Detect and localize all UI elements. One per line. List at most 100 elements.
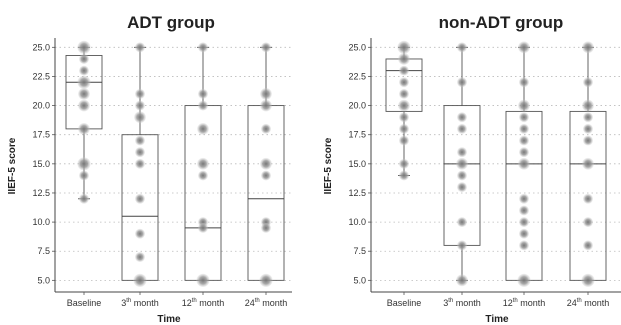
data-point	[77, 40, 91, 54]
data-point	[582, 99, 594, 112]
plot-area: 5.0 7.5 10.0 12.5 15.0 17.5 20.0 22.5 25.0 Baseli…	[348, 38, 621, 308]
data-point	[399, 77, 409, 88]
data-point	[399, 65, 409, 76]
data-point	[519, 217, 529, 228]
data-point	[583, 217, 593, 228]
x-axis-label: Time	[485, 314, 509, 325]
data-point	[519, 135, 529, 146]
data-point	[518, 99, 530, 112]
data-point	[457, 147, 467, 158]
data-point	[518, 157, 530, 170]
y-tick-label: 5.0	[353, 275, 366, 285]
data-point	[398, 99, 410, 112]
data-point	[198, 170, 208, 181]
data-point	[457, 217, 467, 228]
data-point	[78, 122, 90, 135]
data-point	[135, 193, 145, 204]
data-point	[519, 123, 529, 134]
y-tick-label: 15.0	[32, 159, 50, 169]
data-point	[135, 88, 145, 99]
y-axis-label: IIEF-5 score	[323, 137, 334, 194]
data-point	[135, 135, 145, 146]
data-point	[79, 170, 89, 181]
data-point	[197, 122, 209, 135]
panel-adt: ADT group IIEF-5 score Time 5.0 7.5 10.0 12…	[7, 13, 292, 325]
data-point	[79, 53, 89, 64]
x-tick-label: 3th month	[443, 298, 481, 308]
y-tick-label: 5.0	[37, 275, 50, 285]
data-point	[260, 157, 272, 170]
y-tick-label: 12.5	[348, 188, 366, 198]
data-point	[457, 77, 467, 88]
data-point	[583, 240, 593, 251]
data-point	[519, 228, 529, 239]
data-point	[198, 88, 208, 99]
data-point	[198, 222, 208, 233]
chart-title: non-ADT group	[439, 13, 564, 32]
data-point	[198, 100, 208, 111]
data-point	[581, 273, 595, 287]
data-point	[196, 273, 210, 287]
data-point	[583, 112, 593, 123]
data-point	[261, 222, 271, 233]
y-tick-label: 20.0	[32, 101, 50, 111]
y-tick-label: 7.5	[37, 246, 50, 256]
y-tick-label: 17.5	[348, 130, 366, 140]
data-point	[79, 65, 89, 76]
data-point	[518, 41, 530, 54]
chart-title: ADT group	[127, 13, 215, 32]
data-point	[197, 157, 209, 170]
data-point	[399, 158, 409, 169]
data-point	[457, 240, 467, 251]
data-point	[456, 274, 468, 287]
data-point	[583, 123, 593, 134]
data-point	[260, 99, 272, 112]
data-point	[457, 123, 467, 134]
data-point	[519, 147, 529, 158]
data-point	[399, 135, 409, 146]
x-tick-label: 12th month	[503, 298, 546, 308]
x-tick-label: 12th month	[182, 298, 225, 308]
y-tick-label: 20.0	[348, 101, 366, 111]
x-tick-label: 24th month	[567, 298, 610, 308]
data-point	[457, 170, 467, 181]
y-axis-label: IIEF-5 score	[7, 137, 18, 194]
data-point	[398, 53, 410, 65]
data-point	[78, 99, 90, 112]
data-point	[135, 42, 145, 53]
data-point	[261, 42, 271, 53]
x-axis-label: Time	[157, 314, 181, 325]
data-point	[135, 252, 145, 263]
data-point	[77, 75, 91, 89]
y-tick-label: 10.0	[348, 217, 366, 227]
data-point	[399, 170, 409, 181]
data-point	[261, 123, 271, 134]
data-point	[519, 112, 529, 123]
data-point	[583, 193, 593, 204]
x-tick-label: 24th month	[245, 298, 288, 308]
data-point	[519, 205, 529, 216]
data-point	[456, 157, 468, 170]
data-point	[399, 123, 409, 134]
data-point	[517, 273, 531, 287]
data-point	[397, 40, 411, 54]
data-point	[135, 228, 145, 239]
y-tick-label: 17.5	[32, 130, 50, 140]
data-point	[77, 157, 91, 171]
data-point	[399, 112, 409, 123]
y-tick-label: 12.5	[32, 188, 50, 198]
data-point	[399, 88, 409, 99]
data-point	[78, 88, 90, 100]
data-point	[135, 100, 145, 111]
data-point	[457, 182, 467, 193]
data-point	[519, 240, 529, 251]
data-point	[519, 77, 529, 88]
y-tick-label: 25.0	[32, 42, 50, 52]
data-point	[260, 88, 272, 100]
data-point	[457, 42, 467, 53]
panel-non-adt: non-ADT group IIEF-5 score Time 5.0 7.5 10…	[323, 13, 621, 325]
data-point	[582, 41, 594, 54]
x-tick-label: Baseline	[67, 298, 102, 308]
data-point	[134, 111, 146, 124]
